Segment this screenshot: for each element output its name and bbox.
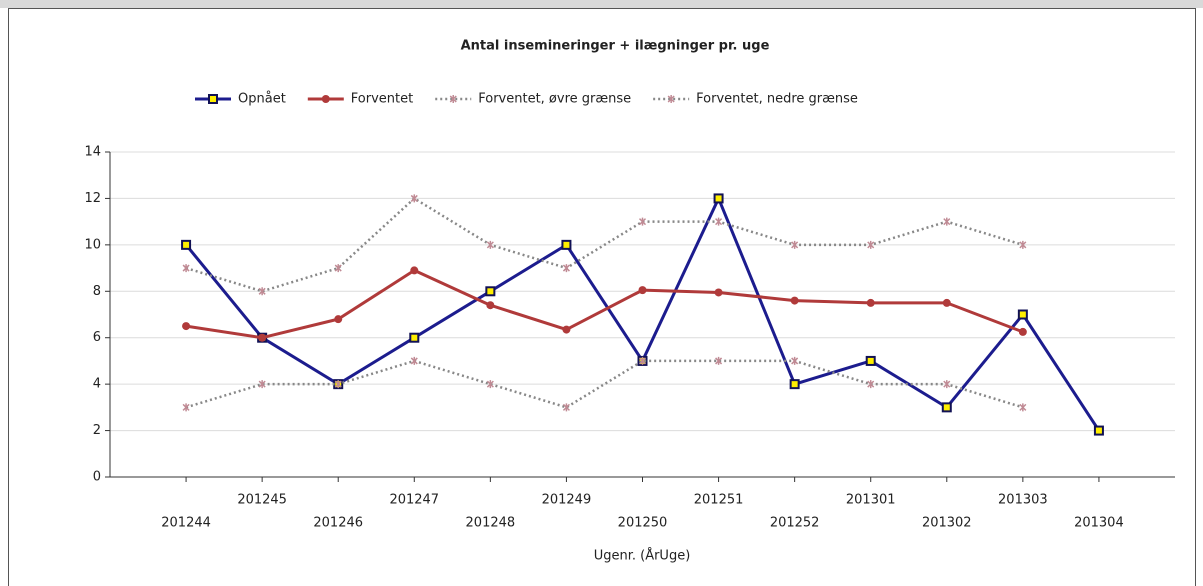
data-point: [561, 239, 572, 250]
data-point: [715, 356, 723, 365]
x-tick-label: 201249: [542, 493, 592, 508]
legend-marker: [321, 95, 330, 103]
y-tick-label: 8: [93, 284, 101, 299]
y-tick-label: 4: [93, 377, 101, 392]
data-point: [485, 286, 496, 297]
legend-marker: [449, 95, 457, 103]
data-point: [182, 322, 191, 331]
data-point: [258, 287, 266, 296]
legend-label: Forventet: [351, 92, 413, 107]
data-point: [941, 402, 952, 413]
data-point: [334, 315, 343, 324]
chart-title: Antal insemineringer + ilægninger pr. ug…: [461, 39, 770, 54]
legend-label: Opnået: [238, 92, 286, 107]
x-tick-label: 201302: [922, 516, 972, 531]
data-point: [865, 355, 876, 366]
x-tick-label: 201247: [389, 493, 439, 508]
data-point: [562, 403, 570, 412]
x-tick-label: 201303: [998, 493, 1048, 508]
x-tick-label: 201245: [237, 493, 287, 508]
x-tick-label: 201250: [618, 516, 668, 531]
data-point: [181, 239, 192, 250]
series-line: [185, 197, 1024, 293]
data-point: [867, 380, 875, 389]
data-point: [486, 240, 494, 249]
data-point: [1017, 309, 1028, 320]
data-point: [182, 403, 190, 412]
y-tick-label: 0: [93, 470, 101, 485]
data-point: [1018, 327, 1027, 336]
data-point: [410, 356, 418, 365]
legend-marker: [208, 94, 218, 104]
data-point: [562, 325, 571, 334]
data-point: [791, 240, 799, 249]
legend-label: Forventet, øvre grænse: [478, 92, 631, 107]
data-point: [1093, 425, 1104, 436]
data-point: [182, 264, 190, 273]
x-axis-label: Ugenr. (ÅrUge): [594, 548, 691, 564]
data-point: [486, 380, 494, 389]
data-point: [715, 217, 723, 226]
data-point: [867, 240, 875, 249]
top-strip: [0, 0, 1203, 8]
data-point: [638, 356, 647, 365]
legend-marker: [667, 95, 675, 103]
data-point: [866, 298, 875, 307]
data-point: [334, 380, 342, 389]
data-point: [790, 296, 799, 305]
legend-label: Forventet, nedre grænse: [696, 92, 858, 107]
data-point: [1019, 403, 1027, 412]
x-tick-label: 201301: [846, 493, 896, 508]
x-tick-label: 201252: [770, 516, 820, 531]
x-tick-label: 201246: [313, 516, 363, 531]
x-tick-label: 201304: [1074, 516, 1124, 531]
x-tick-label: 201251: [694, 493, 744, 508]
data-point: [713, 193, 724, 204]
y-tick-label: 2: [93, 423, 101, 438]
data-point: [334, 264, 342, 273]
series-line: [185, 268, 1024, 340]
data-point: [258, 333, 267, 342]
data-point: [791, 356, 799, 365]
y-tick-label: 12: [84, 191, 101, 206]
data-point: [943, 380, 951, 389]
data-point: [562, 264, 570, 273]
data-point: [486, 301, 495, 310]
y-tick-label: 10: [84, 237, 101, 252]
data-point: [942, 298, 951, 307]
data-point: [410, 266, 419, 275]
data-point: [789, 379, 800, 390]
data-point: [638, 217, 647, 226]
data-point: [410, 194, 418, 203]
y-tick-label: 14: [84, 145, 101, 160]
y-tick-label: 6: [93, 330, 101, 345]
data-point: [409, 332, 420, 343]
data-point: [258, 380, 266, 389]
data-point: [638, 286, 647, 295]
data-point: [1019, 240, 1027, 249]
data-point: [943, 217, 951, 226]
x-tick-label: 201244: [161, 516, 211, 531]
data-point: [714, 288, 723, 297]
x-tick-label: 201248: [466, 516, 516, 531]
